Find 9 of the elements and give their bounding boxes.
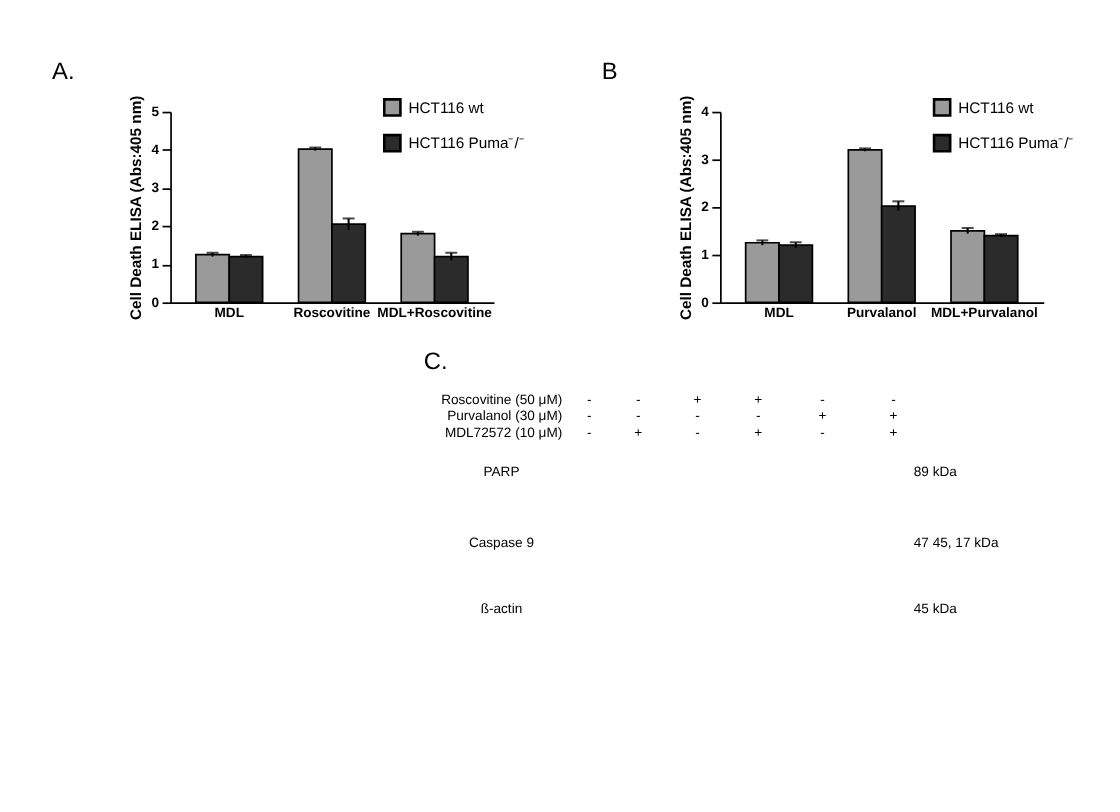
y-axis-title: Cell Death ELISA (Abs:405 nm) [677,94,696,321]
chart-title: A. [52,56,75,85]
legend-label: HCT116 wt [408,98,486,117]
legend-label: HCT116 Puma⁻/⁻ [408,134,525,153]
legend-label: HCT116 wt [958,98,1036,117]
text: C. [423,347,448,376]
y-axis-title: Cell Death ELISA (Abs:405 nm) [127,94,146,321]
legend-label: HCT116 Puma⁻/⁻ [958,134,1075,153]
chart-title: B [601,56,618,85]
